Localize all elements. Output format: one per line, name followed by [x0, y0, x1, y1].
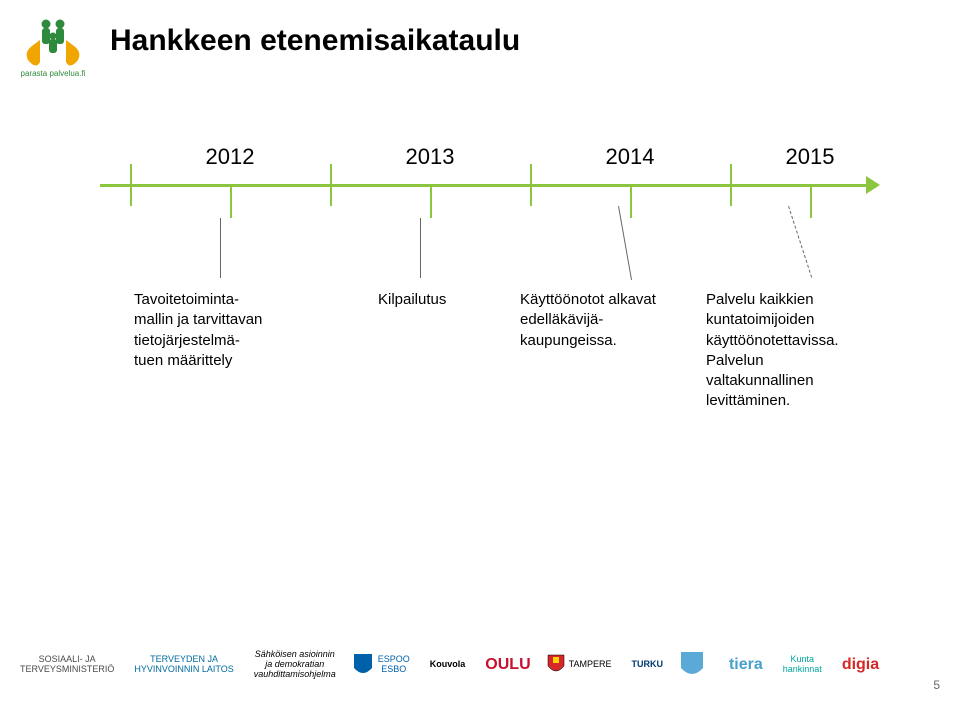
footer-logo-text: Sähköisen asioinnin ja demokratian vauhd… [254, 650, 336, 680]
timeline-year-label: 2014 [606, 144, 655, 170]
svg-text:parasta palvelua.fi: parasta palvelua.fi [21, 69, 86, 78]
footer-logo-kouvola: Kouvola [426, 647, 466, 683]
footer-logo-text: TAMPERE [569, 660, 612, 670]
timeline-tick [130, 164, 132, 206]
footer-logo-text: ESPOO ESBO [378, 655, 410, 675]
footer-logo-stm: SOSIAALI- JA TERVEYSMINISTERIÖ [16, 647, 114, 683]
timeline-year-label: 2015 [786, 144, 835, 170]
timeline-tick [230, 186, 232, 218]
timeline-tick [730, 164, 732, 206]
timeline-arrow [866, 176, 880, 194]
timeline-year-label: 2013 [406, 144, 455, 170]
timeline-tick [810, 186, 812, 218]
page-title: Hankkeen etenemisaikataulu [110, 24, 520, 58]
footer-logo-sade: Sähköisen asioinnin ja demokratian vauhd… [250, 647, 336, 683]
footer-logo-turku: TURKU [627, 647, 663, 683]
footer-logo-text: OULU [485, 656, 530, 674]
footer-logo-text: Kunta hankinnat [783, 655, 822, 675]
milestone-caption: Tavoitetoiminta- mallin ja tarvittavan t… [134, 290, 304, 371]
footer-logo-digia: digia [838, 647, 879, 683]
brand-logo: parasta palvelua.fi [18, 14, 88, 85]
footer-logo-text: digia [842, 656, 879, 674]
timeline-tick [330, 164, 332, 206]
milestone-caption: Käyttöönotot alkavat edelläkävijä- kaupu… [520, 290, 690, 351]
timeline-axis [100, 184, 866, 187]
footer-logo-thl: TERVEYDEN JA HYVINVOINNIN LAITOS [130, 647, 233, 683]
footer-logo-text: TERVEYDEN JA HYVINVOINNIN LAITOS [134, 655, 233, 675]
timeline-tick [530, 164, 532, 206]
footer-logo-tiera: tiera [725, 647, 763, 683]
page-number: 5 [933, 678, 940, 692]
timeline-year-label: 2012 [206, 144, 255, 170]
milestone-caption: Palvelu kaikkien kuntatoimijoiden käyttö… [706, 290, 876, 412]
timeline-tick [430, 186, 432, 218]
footer-logo-espoo: ESPOO ESBO [352, 647, 410, 683]
footer-logo-oulu: OULU [481, 647, 530, 683]
footer-logo-text: Kouvola [430, 660, 466, 670]
timeline: 2012201320142015 Tavoitetoiminta- mallin… [100, 140, 880, 360]
footer-logo-kuntahankinnat: Kunta hankinnat [779, 647, 822, 683]
footer-logo-strip: SOSIAALI- JA TERVEYSMINISTERIÖ TERVEYDEN … [16, 644, 944, 686]
footer-logo-vantaa [679, 647, 709, 683]
footer-logo-text: TURKU [631, 660, 663, 670]
footer-logo-text: tiera [729, 656, 763, 674]
footer-logo-tampere: TAMPERE [547, 647, 612, 683]
footer-logo-text: SOSIAALI- JA TERVEYSMINISTERIÖ [20, 655, 114, 675]
timeline-tick [630, 186, 632, 218]
milestone-connector [220, 218, 222, 278]
milestone-connector [420, 218, 422, 278]
